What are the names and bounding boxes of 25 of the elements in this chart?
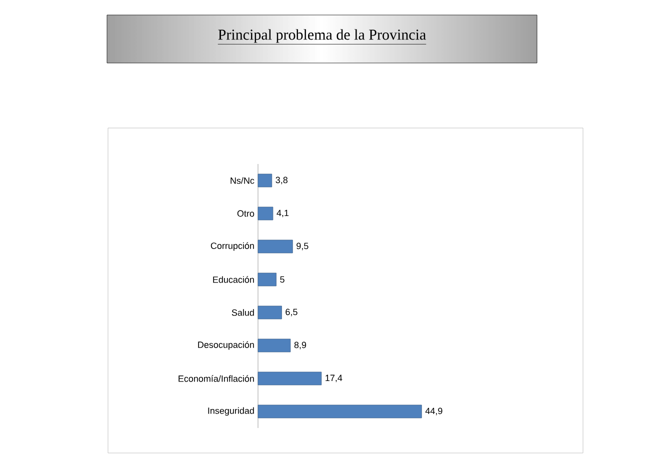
data-label: 9,5 bbox=[296, 242, 308, 250]
y-tick-label: Otro bbox=[237, 210, 254, 217]
bar bbox=[258, 404, 422, 418]
data-label: 8,9 bbox=[294, 342, 306, 350]
y-tick-label: Educación bbox=[213, 276, 254, 283]
y-tick-label: Inseguridad bbox=[208, 407, 254, 416]
chart-title: Principal problema de la Provincia bbox=[218, 29, 426, 43]
y-tick-label: Ns/Nc bbox=[230, 177, 254, 184]
data-label: 3,8 bbox=[276, 176, 288, 184]
bar bbox=[258, 206, 274, 220]
bar bbox=[258, 272, 276, 286]
data-label: 17,4 bbox=[326, 374, 342, 382]
bar bbox=[258, 240, 293, 254]
data-label: 4,1 bbox=[276, 210, 289, 218]
y-tick-label: Salud bbox=[232, 309, 254, 316]
y-tick-label: Economía/Inflación bbox=[178, 375, 254, 382]
bar bbox=[258, 174, 272, 188]
data-label: 44,9 bbox=[425, 408, 442, 416]
y-tick-label: Corrupción bbox=[210, 242, 254, 251]
data-label: 5 bbox=[280, 276, 284, 283]
bar bbox=[258, 306, 282, 320]
y-tick-label: Desocupación bbox=[198, 341, 254, 350]
bar bbox=[258, 338, 291, 352]
data-label: 6,5 bbox=[286, 308, 298, 316]
bar bbox=[258, 372, 322, 386]
